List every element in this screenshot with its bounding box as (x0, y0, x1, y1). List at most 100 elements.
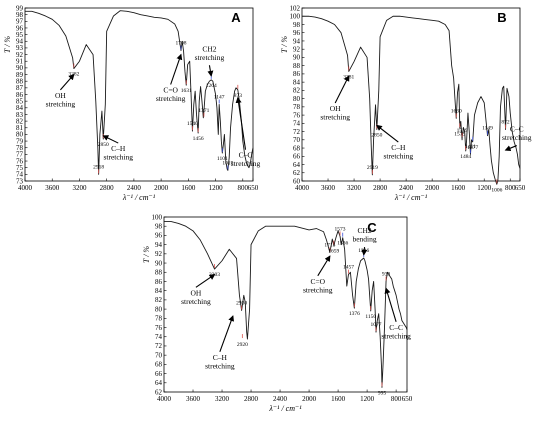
x-tick-label: 1600 (451, 184, 466, 192)
spectrum-line (25, 10, 254, 175)
y-tick-label: 87 (16, 84, 24, 92)
spectrum-line (164, 221, 408, 388)
y-tick-label: 74 (293, 120, 301, 128)
x-tick-label: 2000 (425, 184, 440, 192)
spectrum-line (302, 15, 521, 185)
y-tick-label: 83 (16, 111, 24, 119)
annotation-arrow (376, 124, 399, 143)
y-tick-label: 74 (16, 171, 24, 179)
y-tick-label: 102 (290, 4, 301, 12)
y-tick-label: 78 (16, 144, 24, 152)
annotation-text: C=O (310, 277, 325, 286)
peak-label: 2918 (93, 164, 104, 170)
y-tick-label: 66 (155, 370, 163, 378)
annotation-text: C–C (239, 151, 253, 160)
peak-label: 2919 (367, 165, 378, 171)
y-tick-label: 62 (293, 169, 301, 177)
x-tick-label: 4000 (295, 184, 310, 192)
y-tick-label: 68 (155, 361, 163, 369)
x-tick-label: 800 (505, 184, 516, 192)
y-tick-label: 100 (290, 13, 301, 21)
y-tick-label: 89 (16, 71, 24, 79)
annotation-arrow (207, 65, 214, 77)
peak-label: 1575 (454, 131, 465, 137)
y-tick-label: 85 (16, 97, 24, 105)
peak-label: 1411 (465, 144, 476, 150)
y-tick-label: 70 (155, 351, 163, 359)
y-tick-label: 96 (293, 29, 301, 37)
annotation-arrow (195, 274, 216, 288)
y-tick-label: 98 (16, 11, 24, 19)
annotation-text: CH2 (357, 226, 371, 235)
annotation-text: stretching (156, 94, 186, 103)
annotation-arrow (59, 73, 75, 91)
peak-label: 939 (382, 271, 391, 277)
y-tick-label: 94 (293, 37, 301, 45)
x-tick-label: 3600 (186, 395, 201, 403)
x-tick-label: 2000 (302, 395, 317, 403)
annotation-arrow (170, 53, 183, 85)
x-tick-label: 1200 (209, 184, 224, 192)
y-tick-label: 80 (293, 95, 301, 103)
x-tick-label: 3200 (72, 184, 87, 192)
y-tick-label: 90 (293, 54, 301, 62)
y-tick-label: 86 (155, 278, 163, 286)
y-tick-label: 76 (16, 157, 24, 165)
peak-label: 2850 (98, 142, 109, 148)
annotation-arrow (317, 255, 331, 277)
annotation-arrow (504, 145, 517, 152)
y-tick-label: 92 (16, 51, 24, 59)
panel-label: C (367, 220, 377, 235)
annotation-text: OH (55, 91, 66, 100)
y-tick-label: 88 (155, 269, 163, 277)
annotation-text: OH (330, 104, 341, 113)
y-tick-label: 98 (155, 223, 163, 231)
annotation-text: CH2 (202, 44, 216, 53)
annotation-text: stretching (103, 153, 133, 162)
peak-label: 2920 (237, 342, 248, 348)
peak-label: 1708 (175, 41, 186, 47)
annotation-arrow (219, 315, 235, 352)
peak-label: 1484 (460, 154, 471, 160)
x-tick-label: 1600 (331, 395, 346, 403)
annotation-text: stretching (320, 112, 350, 121)
y-axis-label: T / % (280, 36, 289, 54)
plot-frame (301, 7, 521, 182)
y-tick-label: 82 (16, 117, 24, 125)
y-tick-label: 68 (293, 144, 301, 152)
x-tick-label: 1200 (477, 184, 492, 192)
y-tick-label: 78 (293, 103, 301, 111)
peak-label: 1019 (222, 160, 233, 166)
y-tick-label: 84 (16, 104, 24, 112)
peak-label: 1540 (187, 121, 198, 127)
peak-label: 872 (501, 120, 510, 126)
y-tick-label: 90 (16, 64, 24, 72)
panel-a: 7374757677787980818283848586878889909192… (3, 4, 261, 202)
annotation-text: C–C (389, 323, 403, 332)
x-axis-label: λ⁻¹ / cm⁻¹ (122, 193, 156, 202)
peak-label: 873 (234, 93, 243, 99)
peak-label: 1456 (193, 136, 204, 142)
peak-label: 1631 (181, 88, 192, 94)
y-tick-label: 95 (16, 31, 24, 39)
peak-label: 1713 (324, 242, 335, 248)
x-tick-label: 650 (402, 395, 413, 403)
annotation-arrow (361, 247, 368, 256)
annotation-text: stretching (303, 285, 333, 294)
y-tick-label: 94 (155, 241, 163, 249)
peak-label: 2850 (371, 133, 382, 139)
annotation-arrow (384, 287, 397, 322)
y-tick-label: 79 (16, 137, 24, 145)
peak-label: 1149 (482, 126, 493, 132)
annotation-arrow (334, 75, 350, 104)
x-tick-label: 1600 (181, 184, 196, 192)
